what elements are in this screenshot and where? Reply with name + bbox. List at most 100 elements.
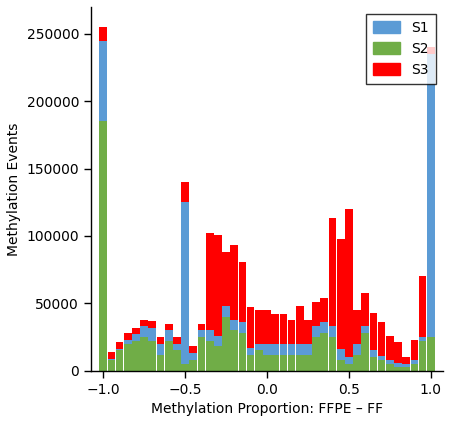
Bar <box>328 218 336 326</box>
Bar <box>288 354 295 371</box>
Bar <box>320 333 328 371</box>
Bar <box>99 27 107 41</box>
Bar <box>312 337 320 371</box>
Bar <box>116 351 123 371</box>
Bar <box>263 354 271 371</box>
Bar <box>337 360 345 371</box>
Bar <box>353 354 361 371</box>
Bar <box>157 354 164 371</box>
Bar <box>189 360 197 371</box>
Bar <box>394 367 402 371</box>
Bar <box>271 354 279 371</box>
Bar <box>320 298 328 322</box>
Bar <box>361 326 369 333</box>
Bar <box>230 245 238 319</box>
Bar <box>345 364 353 371</box>
Bar <box>353 344 361 354</box>
Bar <box>394 363 402 367</box>
Bar <box>198 330 205 337</box>
Bar <box>222 252 230 306</box>
Bar <box>132 341 140 371</box>
Bar <box>148 321 156 327</box>
Bar <box>271 344 279 354</box>
Bar <box>378 356 386 360</box>
Bar <box>361 333 369 371</box>
Bar <box>99 41 107 121</box>
Bar <box>157 344 164 354</box>
Bar <box>238 261 246 322</box>
Bar <box>304 319 312 344</box>
Bar <box>419 276 427 337</box>
Bar <box>198 324 205 330</box>
X-axis label: Methylation Proportion: FFPE – FF: Methylation Proportion: FFPE – FF <box>151 402 383 416</box>
Y-axis label: Methylation Events: Methylation Events <box>7 122 21 255</box>
Bar <box>108 352 115 359</box>
Bar <box>214 346 222 371</box>
Bar <box>255 351 263 371</box>
Bar <box>124 340 132 344</box>
Bar <box>337 349 345 360</box>
Bar <box>320 322 328 333</box>
Bar <box>279 344 287 354</box>
Bar <box>427 337 435 371</box>
Bar <box>304 344 312 354</box>
Bar <box>181 364 189 371</box>
Bar <box>99 121 107 371</box>
Bar <box>369 357 377 371</box>
Bar <box>378 360 386 371</box>
Bar <box>214 235 222 336</box>
Bar <box>369 313 377 351</box>
Bar <box>279 354 287 371</box>
Bar <box>132 334 140 341</box>
Bar <box>410 364 418 371</box>
Bar <box>255 310 263 344</box>
Bar <box>419 337 427 341</box>
Bar <box>238 333 246 371</box>
Bar <box>189 346 197 353</box>
Bar <box>148 341 156 371</box>
Bar <box>238 322 246 333</box>
Bar <box>394 342 402 363</box>
Bar <box>124 333 132 340</box>
Bar <box>328 326 336 337</box>
Bar <box>206 330 213 341</box>
Bar <box>181 202 189 364</box>
Bar <box>165 324 172 330</box>
Bar <box>255 344 263 351</box>
Bar <box>345 209 353 357</box>
Bar <box>386 360 394 364</box>
Bar <box>247 308 254 348</box>
Bar <box>312 326 320 337</box>
Bar <box>296 306 304 344</box>
Bar <box>132 327 140 334</box>
Bar <box>279 314 287 344</box>
Bar <box>361 293 369 326</box>
Bar <box>222 317 230 371</box>
Bar <box>198 337 205 371</box>
Bar <box>206 233 213 330</box>
Bar <box>173 344 181 351</box>
Bar <box>165 341 172 371</box>
Bar <box>328 337 336 371</box>
Bar <box>247 354 254 371</box>
Bar <box>386 364 394 371</box>
Bar <box>304 354 312 371</box>
Bar <box>181 182 189 202</box>
Bar <box>116 349 123 351</box>
Bar <box>165 330 172 341</box>
Bar <box>263 310 271 344</box>
Bar <box>427 54 435 337</box>
Bar <box>410 360 418 364</box>
Bar <box>419 341 427 371</box>
Bar <box>345 357 353 364</box>
Bar <box>386 336 394 360</box>
Bar <box>222 306 230 317</box>
Bar <box>288 344 295 354</box>
Bar <box>288 319 295 344</box>
Bar <box>369 351 377 357</box>
Bar <box>312 302 320 326</box>
Bar <box>410 340 418 360</box>
Bar <box>108 359 115 360</box>
Bar <box>157 337 164 344</box>
Bar <box>108 360 115 371</box>
